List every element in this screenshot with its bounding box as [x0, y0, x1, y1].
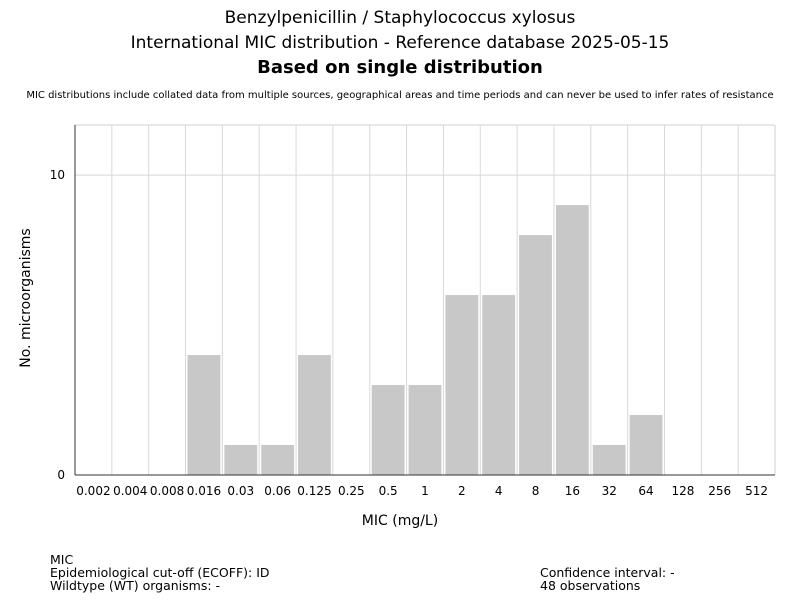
axes: 0 10 0.002 0.004 0.008 0.016 0.03 0.06 0.125 0.25… [50, 125, 775, 498]
footer-ecoff: Epidemiological cut-off (ECOFF): ID [50, 565, 270, 580]
bar-32 [592, 445, 626, 475]
x-tick-label: 0.125 [297, 484, 331, 498]
footer-mic: MIC [50, 552, 74, 567]
footer-observations: 48 observations [540, 578, 641, 593]
x-tick-label: 2 [458, 484, 466, 498]
x-tick-label: 0.06 [264, 484, 291, 498]
x-tick-label: 512 [745, 484, 768, 498]
x-tick-label: 0.004 [113, 484, 147, 498]
x-tick-label: 64 [638, 484, 653, 498]
bar-0.06 [261, 445, 295, 475]
chart-disclaimer: MIC distributions include collated data … [26, 90, 774, 101]
x-tick-label: 4 [495, 484, 503, 498]
chart-title-database: International MIC distribution - Referen… [130, 33, 670, 53]
bar-64 [629, 415, 663, 475]
x-tick-label: 16 [565, 484, 580, 498]
x-tick-label: 0.5 [379, 484, 398, 498]
y-tick-label: 0 [57, 468, 65, 482]
bar-1 [408, 385, 442, 475]
chart-title-drug-organism: Benzylpenicillin / Staphylococcus xylosu… [224, 8, 576, 28]
bar-0.125 [298, 355, 331, 475]
bar-8 [519, 235, 552, 475]
bar-2 [445, 295, 479, 475]
grid [75, 124, 776, 475]
x-tick-label: 0.016 [187, 484, 221, 498]
x-tick-label: 32 [602, 484, 617, 498]
y-tick-label: 10 [50, 168, 65, 182]
footer-wildtype: Wildtype (WT) organisms: - [50, 578, 221, 593]
bar-0.5 [371, 385, 405, 475]
bar-0.016 [187, 355, 221, 475]
x-tick-label: 128 [671, 484, 694, 498]
bars [187, 205, 663, 475]
x-tick-label: 8 [532, 484, 540, 498]
x-tick-label: 0.002 [76, 484, 110, 498]
x-tick-label: 0.03 [227, 484, 254, 498]
x-tick-label: 0.25 [338, 484, 365, 498]
x-tick-label: 256 [708, 484, 731, 498]
x-tick-label: 1 [421, 484, 429, 498]
bar-16 [555, 205, 589, 475]
x-axis-label: MIC (mg/L) [362, 513, 438, 529]
footer-confidence-interval: Confidence interval: - [540, 565, 675, 580]
bar-0.03 [224, 445, 258, 475]
y-axis-label: No. microorganisms [18, 228, 34, 367]
chart-title-distribution: Based on single distribution [257, 57, 543, 78]
bar-4 [482, 295, 516, 475]
x-tick-label: 0.008 [150, 484, 184, 498]
